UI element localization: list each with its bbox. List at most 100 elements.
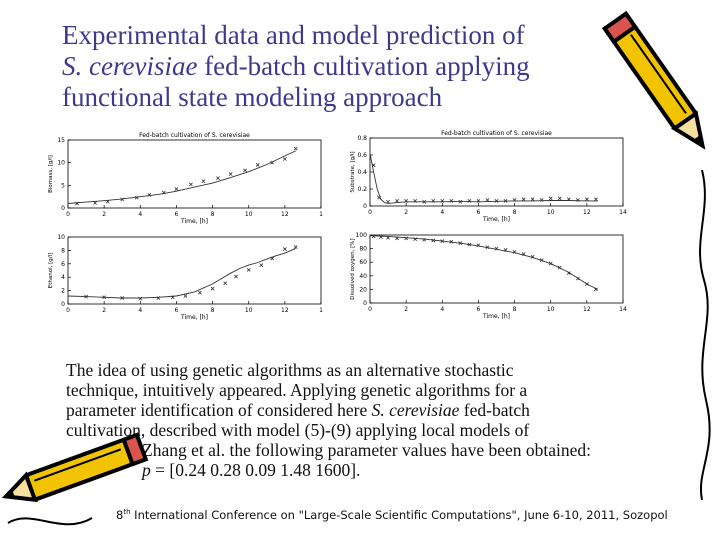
chart-0-data-point [255, 163, 260, 167]
chart-2-xtick-label: 1 [319, 307, 323, 314]
chart-0-data-point [189, 182, 193, 187]
chart-1-data-point [449, 199, 454, 203]
chart-3-ytick-label: 100 [356, 232, 368, 239]
chart-3-data-point [494, 246, 499, 251]
chart-0-data-point [270, 160, 275, 165]
para-line-1: The idea of using genetic algorithms as … [66, 360, 514, 380]
chart-1-data-point [377, 195, 381, 200]
chart-3-data-point [458, 241, 463, 246]
title-line-3: functional state modeling approach [62, 82, 443, 112]
chart-1-data-point [503, 199, 508, 203]
chart-1-data-point [413, 199, 418, 203]
chart-1-data-point [386, 199, 390, 204]
chart-3-xtick-label: 4 [440, 306, 444, 313]
chart-3-xtick-label: 6 [477, 306, 481, 313]
chart-3-ytick-label: 80 [359, 246, 367, 253]
chart-2-data-point [259, 263, 264, 268]
chart-0-data-point [161, 190, 166, 195]
chart-1-data-point [521, 197, 526, 202]
chart-3-xtick-label: 8 [513, 306, 517, 313]
chart-3-data-point [386, 235, 390, 240]
chart-2-data-point [138, 296, 143, 301]
chart-0-data-point [93, 201, 97, 205]
chart-3-xtick-label: 14 [619, 306, 627, 313]
chart-0-xtick-label: 10 [245, 211, 253, 218]
chart-1-data-point [512, 198, 517, 202]
chart-2-xtick-label: 12 [281, 307, 289, 314]
chart-3-data-point [584, 282, 589, 286]
para-line-3a: parameter identification of considered h… [66, 400, 372, 420]
chart-3-xtick-label: 10 [547, 306, 555, 313]
chart-0-data-point [282, 157, 287, 161]
chart-2-ytick-label: 2 [61, 288, 65, 295]
chart-1-data-point [530, 197, 535, 202]
chart-0-ytick-label: 15 [57, 137, 65, 144]
chart-3-model-line [369, 235, 598, 290]
chart-1-ytick-label: 0 [363, 203, 367, 210]
chart-2-xtick-label: 2 [102, 307, 106, 314]
chart-0-data-point [120, 197, 125, 202]
chart-2-data-point [234, 274, 238, 279]
chart-3-data-point [404, 236, 409, 241]
chart-1-xtick-label: 2 [404, 209, 408, 216]
chart-1-title: Fed-batch cultivation of S. cerevisiae [441, 130, 552, 137]
chart-2-data-point [102, 295, 107, 300]
chart-1-ytick-label: 0.8 [357, 135, 367, 142]
chart-3-xtick-label: 0 [368, 306, 372, 313]
chart-0-data-point [75, 201, 79, 206]
chart-2-data-point [282, 247, 287, 251]
chart-1-data-point [371, 163, 376, 168]
chart-1-data-point [440, 199, 445, 203]
chart-2-ytick-label: 0 [61, 301, 65, 308]
chart-3-ylabel: Dissolved oxygen, [%] [350, 238, 356, 299]
chart-2-ytick-label: 10 [57, 234, 65, 241]
chart-1-xlabel: Time, [h] [482, 216, 510, 223]
chart-2-ytick-label: 4 [61, 274, 65, 281]
chart-0-xtick-label: 12 [281, 211, 289, 218]
chart-1-xtick-label: 0 [368, 209, 372, 216]
chart-1-data-point [557, 196, 562, 201]
chart-2-data-point [120, 296, 125, 300]
chart-3-data-point [512, 250, 517, 254]
chart-2-xtick-label: 6 [175, 307, 179, 314]
chart-1-ytick-label: 0.4 [357, 169, 367, 176]
chart-0-ytick-label: 10 [57, 160, 65, 167]
title-organism: S. cerevisiae [62, 51, 198, 81]
chart-1-data-point [548, 196, 553, 201]
chart-2-data-point [198, 290, 202, 295]
chart-3-data-point [485, 245, 490, 250]
chart-1-xtick-label: 10 [547, 209, 555, 216]
chart-0-data-point [293, 146, 298, 151]
chart-0-ylabel: Biomass, [g/l] [48, 155, 54, 193]
chart-0-data-point [201, 179, 206, 184]
pencil-squiggle-icon [699, 170, 711, 500]
para-line-3c: fed-batch [459, 400, 530, 420]
chart-0-xtick-label: 6 [175, 211, 179, 218]
para-line-5: Zhang et al. the following parameter val… [142, 440, 591, 460]
footer-conference: 8th International Conference on "Large-S… [116, 508, 668, 522]
title-line-2-rest: fed-batch cultivation applying [197, 51, 530, 81]
chart-1-data-point [584, 197, 589, 202]
chart-2-data-point [246, 267, 251, 272]
chart-0-data-point [174, 187, 179, 191]
chart-2-xlabel: Time, [h] [180, 314, 208, 321]
chart-1-data-point [476, 199, 481, 203]
para-line-3: parameter identification of considered h… [66, 400, 648, 420]
chart-3-data-point [476, 243, 481, 248]
chart-3-data-point [557, 265, 562, 270]
chart-0-ytick-label: 0 [61, 205, 65, 212]
chart-0-model-line [67, 150, 296, 204]
chart-2-data-point [223, 281, 228, 286]
chart-1-data-point [566, 197, 571, 202]
chart-1-xtick-label: 4 [440, 209, 444, 216]
chart-0-xlabel: Time, [h] [180, 218, 208, 225]
chart-3-ytick-label: 0 [363, 300, 367, 307]
chart-3-data-point [422, 237, 427, 242]
chart-0-data-point [134, 195, 139, 200]
chart-3-data-point [594, 287, 598, 292]
footer-number: 8 [116, 508, 124, 522]
chart-1-data-point [539, 198, 544, 202]
chart-2-ytick-label: 6 [61, 261, 65, 268]
chart-3-data-point [548, 261, 553, 266]
chart-1-data-point [485, 198, 490, 202]
